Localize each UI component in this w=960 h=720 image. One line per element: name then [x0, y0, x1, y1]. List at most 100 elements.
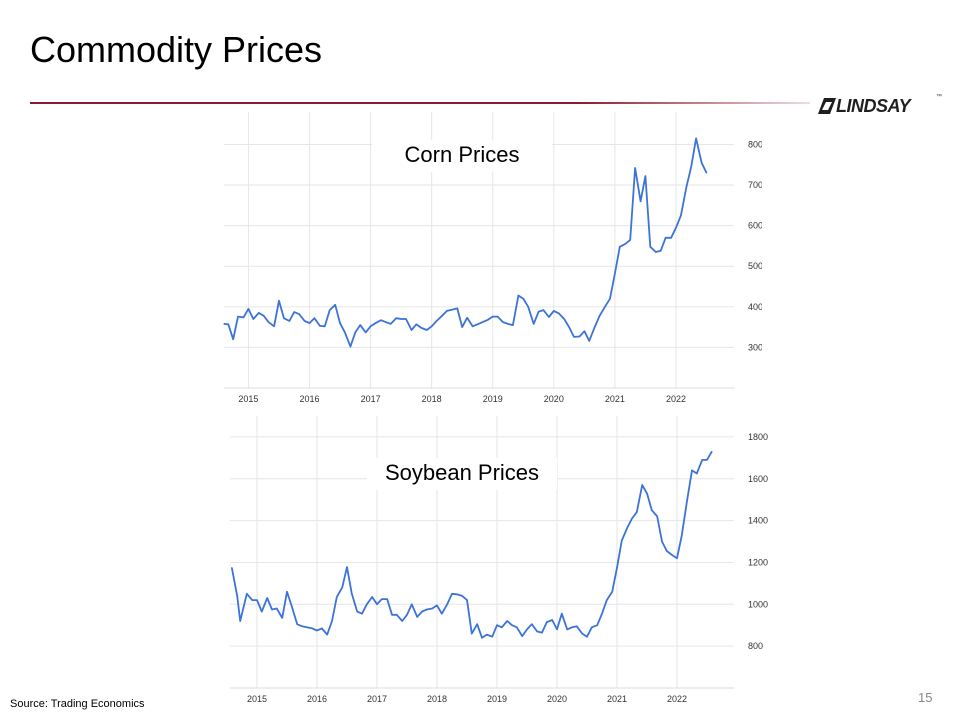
- data-point: [308, 322, 311, 324]
- data-point: [381, 598, 383, 600]
- data-point: [566, 628, 568, 631]
- data-point: [621, 539, 623, 542]
- data-point: [236, 595, 238, 597]
- data-point: [341, 586, 343, 589]
- data-point: [517, 294, 519, 297]
- x-tick-label: 2016: [299, 394, 319, 404]
- chart-title-background: [367, 458, 557, 490]
- data-point: [426, 329, 428, 331]
- data-point: [263, 315, 265, 317]
- data-point: [436, 604, 438, 606]
- data-point: [451, 593, 453, 595]
- data-point: [511, 624, 513, 626]
- data-point: [651, 509, 653, 511]
- data-point: [366, 603, 368, 605]
- data-point: [471, 633, 473, 635]
- data-point: [251, 599, 253, 601]
- data-point: [369, 325, 372, 327]
- data-point: [344, 331, 346, 333]
- data-point: [321, 627, 323, 629]
- logo-mark-icon: [818, 98, 836, 114]
- corn-price-chart: 2015 2016 2017 2018 2019 2020 2021 2022 300 400 50…: [223, 112, 762, 404]
- y-tick-label: 300: [748, 342, 762, 352]
- data-point: [336, 596, 338, 598]
- data-point: [656, 515, 658, 518]
- data-point: [242, 316, 245, 318]
- data-point: [695, 137, 697, 139]
- data-point: [446, 310, 448, 312]
- data-point: [446, 603, 448, 605]
- data-point: [561, 613, 563, 615]
- data-point: [298, 313, 300, 315]
- data-point: [664, 237, 667, 239]
- y-tick-label: 800: [748, 641, 763, 651]
- data-point: [351, 593, 353, 595]
- data-point: [435, 320, 438, 322]
- soybean-price-chart: 2015 2016 2017 2018 2019 2020 2021 2022 800 1000 1…: [230, 416, 768, 704]
- data-point: [526, 628, 528, 631]
- data-point: [390, 323, 392, 325]
- data-point: [586, 636, 588, 638]
- y-tick-label: 600: [748, 221, 762, 231]
- data-point: [541, 631, 543, 634]
- data-point: [456, 307, 458, 310]
- data-point: [502, 321, 504, 323]
- y-tick-label: 500: [748, 261, 762, 271]
- data-point: [291, 605, 293, 607]
- data-point: [267, 321, 270, 323]
- data-point: [576, 625, 578, 627]
- x-tick-label: 2015: [247, 694, 267, 704]
- data-point: [527, 306, 529, 308]
- data-point: [306, 626, 308, 628]
- y-tick-label: 1400: [748, 516, 768, 526]
- data-point: [551, 619, 553, 621]
- data-point: [237, 315, 239, 318]
- data-point: [354, 331, 356, 333]
- data-point: [556, 628, 558, 631]
- data-point: [536, 630, 538, 633]
- data-point: [395, 317, 397, 319]
- data-point: [283, 317, 285, 319]
- data-point: [461, 326, 463, 328]
- data-point: [334, 304, 336, 306]
- data-point: [616, 567, 618, 569]
- data-point: [666, 550, 668, 552]
- data-point: [563, 318, 565, 320]
- data-point: [614, 272, 616, 275]
- logo-text: LINDSAY: [836, 96, 911, 116]
- data-point: [361, 613, 363, 615]
- data-point: [466, 317, 468, 319]
- data-point: [276, 607, 278, 610]
- data-point: [591, 626, 593, 628]
- data-point: [371, 596, 373, 598]
- data-point: [696, 472, 698, 475]
- data-point: [599, 315, 601, 317]
- data-point: [481, 321, 483, 323]
- data-point: [655, 251, 657, 253]
- data-point: [451, 309, 453, 311]
- x-tick-label: 2021: [605, 394, 625, 404]
- data-point: [492, 315, 494, 318]
- data-point: [326, 634, 328, 636]
- data-point: [619, 246, 621, 248]
- data-point: [573, 336, 575, 338]
- data-point: [661, 540, 663, 543]
- data-point: [461, 595, 463, 597]
- data-point: [405, 318, 407, 320]
- data-point: [339, 322, 341, 324]
- page-number: 15: [918, 690, 933, 705]
- x-tick-label: 2017: [367, 694, 387, 704]
- data-point: [649, 246, 651, 248]
- data-point: [256, 599, 258, 601]
- data-point: [686, 499, 688, 501]
- slide-title: Commodity Prices: [30, 29, 323, 70]
- data-point: [227, 323, 229, 325]
- data-point: [456, 593, 458, 595]
- x-tick-label: 2015: [238, 394, 258, 404]
- data-point: [331, 620, 333, 622]
- data-point: [356, 611, 358, 613]
- data-point: [680, 214, 682, 217]
- data-point: [385, 321, 387, 323]
- data-point: [512, 324, 514, 326]
- data-point: [486, 634, 488, 636]
